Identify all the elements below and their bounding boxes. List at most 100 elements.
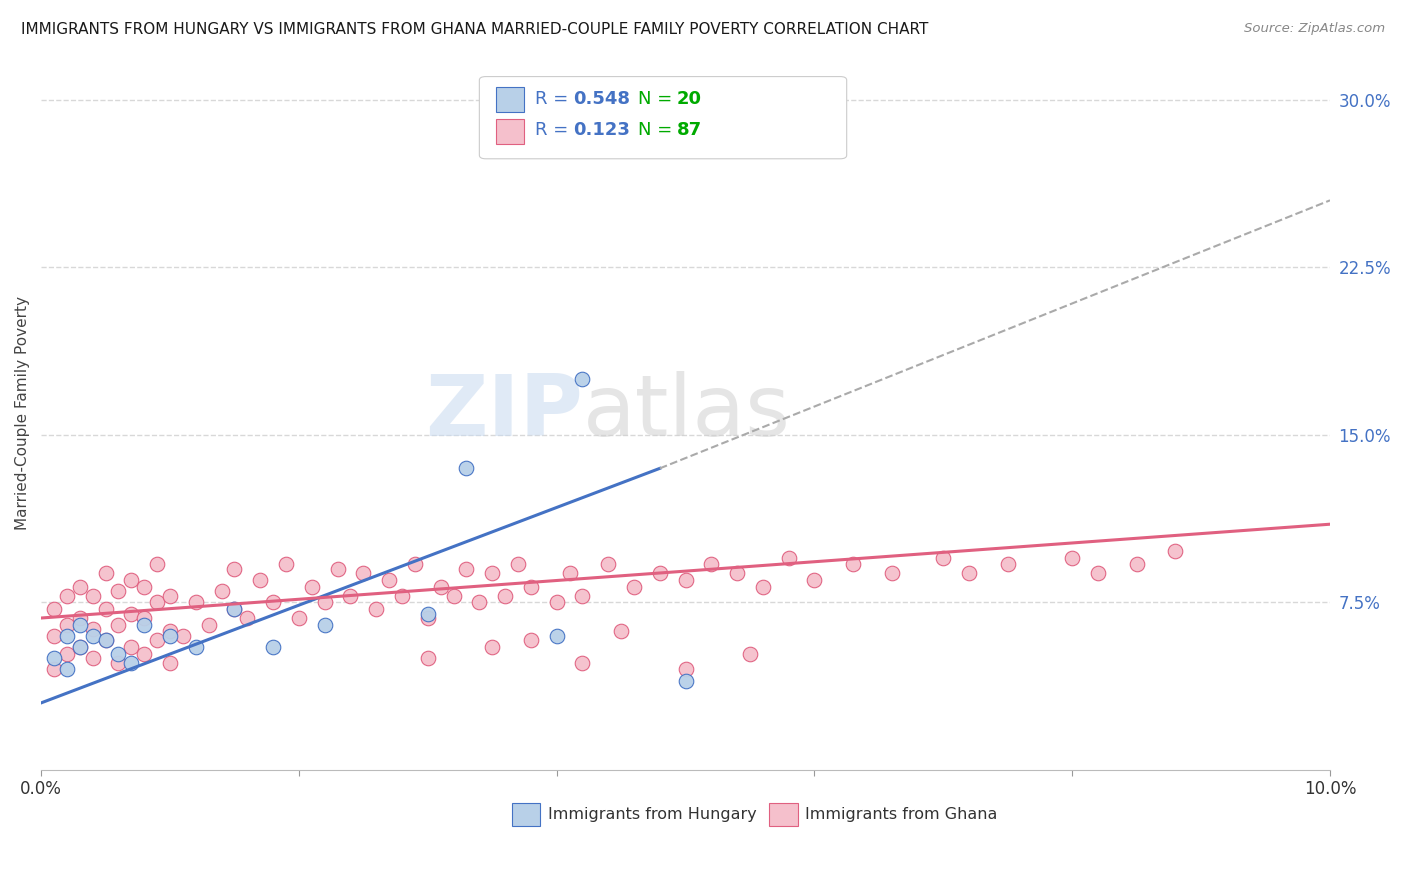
Text: 87: 87 [676,121,702,139]
Point [623,580,645,594]
Text: N =: N = [638,121,678,139]
Point [146,558,169,572]
Point [224,602,246,616]
Point [146,595,169,609]
Point [416,611,439,625]
Point [159,624,181,639]
Point [1164,544,1187,558]
Point [391,589,413,603]
Text: atlas: atlas [582,371,790,454]
Point [520,633,543,648]
Point [211,584,233,599]
Point [725,566,748,581]
Point [42,629,65,643]
Point [546,595,568,609]
Point [120,607,142,621]
Point [301,580,323,594]
Text: R =: R = [534,90,574,108]
Point [56,662,79,676]
Point [700,558,723,572]
Point [249,573,271,587]
Point [314,617,336,632]
Point [94,602,117,616]
Point [134,647,156,661]
Bar [769,803,797,826]
Point [1062,550,1084,565]
Point [107,584,129,599]
Point [456,562,478,576]
Point [42,602,65,616]
Point [546,629,568,643]
Point [494,589,516,603]
Point [82,622,104,636]
Point [842,558,865,572]
Point [69,611,91,625]
Point [803,573,825,587]
Point [134,611,156,625]
Point [520,580,543,594]
Point [366,602,388,616]
Point [571,656,593,670]
Point [56,617,79,632]
Point [107,617,129,632]
Point [378,573,401,587]
Point [571,372,593,386]
Point [468,595,491,609]
Point [738,647,761,661]
Point [69,640,91,654]
Point [957,566,980,581]
Point [42,651,65,665]
Point [314,595,336,609]
Point [880,566,903,581]
Point [134,580,156,594]
Point [443,589,465,603]
Point [506,558,529,572]
Point [932,550,955,565]
Text: Immigrants from Ghana: Immigrants from Ghana [806,806,998,822]
Point [481,566,503,581]
Text: 0.548: 0.548 [574,90,630,108]
Point [416,651,439,665]
Text: ZIP: ZIP [425,371,582,454]
Point [326,562,349,576]
Point [159,629,181,643]
Point [997,558,1019,572]
Bar [512,803,540,826]
Point [648,566,671,581]
Text: Immigrants from Hungary: Immigrants from Hungary [548,806,756,822]
Point [94,633,117,648]
Point [404,558,426,572]
Point [56,589,79,603]
Point [42,662,65,676]
Point [120,656,142,670]
Point [107,656,129,670]
Point [675,673,697,688]
Point [778,550,800,565]
Point [69,617,91,632]
Text: 0.123: 0.123 [574,121,630,139]
Point [82,629,104,643]
Point [56,647,79,661]
Point [94,633,117,648]
Point [134,617,156,632]
Point [675,573,697,587]
Point [69,640,91,654]
Point [159,656,181,670]
Point [429,580,451,594]
Point [69,580,91,594]
Point [107,647,129,661]
Text: R =: R = [534,121,574,139]
Point [197,617,219,632]
Point [558,566,581,581]
Point [159,589,181,603]
Point [481,640,503,654]
Point [456,461,478,475]
Point [120,640,142,654]
Text: Source: ZipAtlas.com: Source: ZipAtlas.com [1244,22,1385,36]
Point [172,629,194,643]
Point [56,629,79,643]
Point [184,640,207,654]
Point [236,611,259,625]
Text: IMMIGRANTS FROM HUNGARY VS IMMIGRANTS FROM GHANA MARRIED-COUPLE FAMILY POVERTY C: IMMIGRANTS FROM HUNGARY VS IMMIGRANTS FR… [21,22,928,37]
Point [1087,566,1109,581]
